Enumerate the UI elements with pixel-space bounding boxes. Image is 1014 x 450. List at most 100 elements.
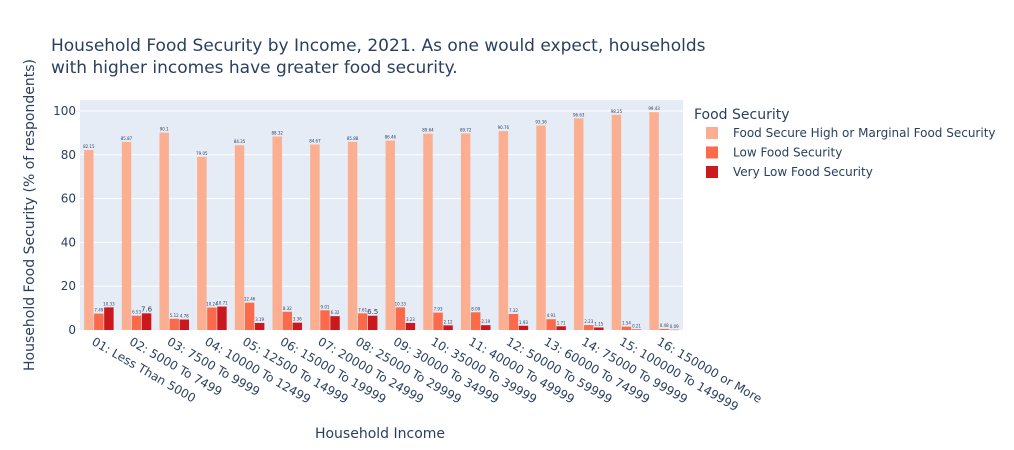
bar-value-label: 0.48 bbox=[660, 323, 669, 328]
bar-value-label: 90.76 bbox=[498, 125, 510, 130]
y-tick-label: 60 bbox=[61, 192, 76, 206]
bar-value-label: 90.1 bbox=[160, 127, 169, 132]
bar-value-label: 1.93 bbox=[519, 320, 528, 325]
x-axis-title: Household Income bbox=[315, 426, 445, 442]
bar bbox=[272, 136, 282, 330]
legend-swatch bbox=[706, 166, 718, 178]
bar-value-label: 6.5 bbox=[367, 308, 378, 316]
bar-value-label: 8.09 bbox=[471, 306, 480, 311]
chart-title-line-1: Household Food Security by Income, 2021.… bbox=[51, 36, 706, 56]
bar-value-label: 99.43 bbox=[648, 106, 660, 111]
bar bbox=[367, 315, 378, 330]
bar-value-label: 4.78 bbox=[180, 314, 189, 319]
bar bbox=[320, 310, 330, 330]
bar-value-label: 7.6 bbox=[141, 305, 153, 313]
bar bbox=[310, 144, 320, 330]
bar-value-label: 3.23 bbox=[406, 317, 415, 322]
legend-label: Food Secure High or Marginal Food Securi… bbox=[733, 126, 996, 140]
y-tick-label: 40 bbox=[61, 235, 76, 249]
bar bbox=[84, 150, 94, 330]
y-tick-label: 0 bbox=[68, 323, 76, 337]
bar-value-label: 84.35 bbox=[234, 139, 246, 144]
bar-value-label: 89.64 bbox=[422, 128, 434, 133]
bar-value-label: 79.05 bbox=[196, 151, 208, 156]
bar bbox=[179, 319, 189, 330]
bar-labels: 82.15 85.87 90.1 79.05 84.35 88.32 84.67 85.88 8… bbox=[83, 106, 679, 329]
bar bbox=[621, 326, 632, 330]
bar bbox=[649, 112, 659, 330]
legend: Food Security Food Secure High or Margin… bbox=[694, 107, 996, 179]
legend-title: Food Security bbox=[694, 107, 790, 123]
bar-value-label: 6.53 bbox=[132, 310, 141, 315]
bar bbox=[385, 140, 396, 330]
bar-value-label: 1.15 bbox=[594, 321, 603, 326]
bar bbox=[518, 325, 529, 330]
bar-value-label: 96.63 bbox=[573, 112, 585, 117]
bar bbox=[536, 125, 546, 330]
bar-value-label: 6.32 bbox=[331, 310, 340, 315]
y-tick-label: 20 bbox=[61, 279, 76, 293]
bar-value-label: 10.33 bbox=[395, 301, 407, 306]
bar-value-label: 86.46 bbox=[385, 135, 397, 140]
bar bbox=[508, 313, 519, 330]
bar bbox=[594, 327, 604, 330]
bar-value-label: 4.91 bbox=[547, 313, 556, 318]
bar-value-label: 7.49 bbox=[94, 308, 103, 313]
chart-title-line-2: with higher incomes have greater food se… bbox=[51, 58, 458, 78]
bar bbox=[481, 325, 491, 330]
y-tick-label: 100 bbox=[53, 104, 76, 118]
bar bbox=[423, 133, 433, 330]
bar-value-label: 8.32 bbox=[283, 306, 292, 311]
legend-label: Very Low Food Security bbox=[733, 165, 873, 179]
plot-area bbox=[80, 100, 683, 330]
bar bbox=[470, 312, 481, 330]
bar bbox=[121, 141, 132, 330]
bar-value-label: 2.12 bbox=[444, 319, 453, 324]
bar bbox=[254, 323, 265, 330]
y-axis-ticks: 0 20 40 60 80 100 bbox=[53, 104, 76, 337]
bar-value-label: 9.01 bbox=[321, 304, 330, 309]
bar bbox=[443, 325, 453, 330]
bar-value-label: 89.72 bbox=[460, 127, 472, 132]
bar-value-label: 84.67 bbox=[309, 139, 321, 144]
bar bbox=[282, 311, 293, 330]
legend-swatch bbox=[706, 146, 718, 159]
y-axis-title: Household Food Security (% of respondent… bbox=[22, 59, 38, 371]
bar bbox=[357, 313, 368, 330]
bar bbox=[584, 325, 594, 330]
bar-value-label: 1.54 bbox=[622, 321, 631, 326]
y-tick-label: 80 bbox=[61, 148, 76, 162]
bar bbox=[395, 307, 406, 330]
bar bbox=[292, 322, 303, 330]
bar bbox=[330, 316, 340, 330]
bar bbox=[94, 313, 104, 330]
bar-value-label: 88.32 bbox=[272, 131, 284, 136]
bar bbox=[217, 306, 227, 330]
bar bbox=[611, 114, 622, 331]
bar-value-label: 12.46 bbox=[244, 297, 256, 302]
bar bbox=[546, 319, 556, 330]
legend-items: Food Secure High or Marginal Food Securi… bbox=[706, 126, 996, 179]
bar-value-label: 98.25 bbox=[611, 109, 623, 114]
bar-value-label: 93.36 bbox=[535, 119, 547, 124]
bar-value-label: 82.15 bbox=[83, 144, 95, 149]
bar bbox=[207, 307, 217, 330]
bar bbox=[159, 132, 169, 330]
legend-swatch bbox=[706, 127, 718, 139]
bar-value-label: 10.33 bbox=[103, 301, 115, 306]
bar bbox=[556, 326, 566, 330]
bar bbox=[498, 131, 509, 330]
bar-value-label: 1.71 bbox=[557, 320, 566, 325]
bar bbox=[405, 322, 416, 330]
bar-value-label: 5.12 bbox=[170, 313, 179, 318]
bar-value-label: 85.87 bbox=[121, 136, 133, 141]
bar bbox=[574, 118, 584, 330]
legend-label: Low Food Security bbox=[733, 146, 842, 160]
bar bbox=[234, 145, 245, 330]
bar bbox=[659, 328, 669, 330]
bar-value-label: 3.36 bbox=[293, 317, 302, 322]
bar bbox=[169, 318, 179, 330]
bar bbox=[131, 315, 142, 330]
